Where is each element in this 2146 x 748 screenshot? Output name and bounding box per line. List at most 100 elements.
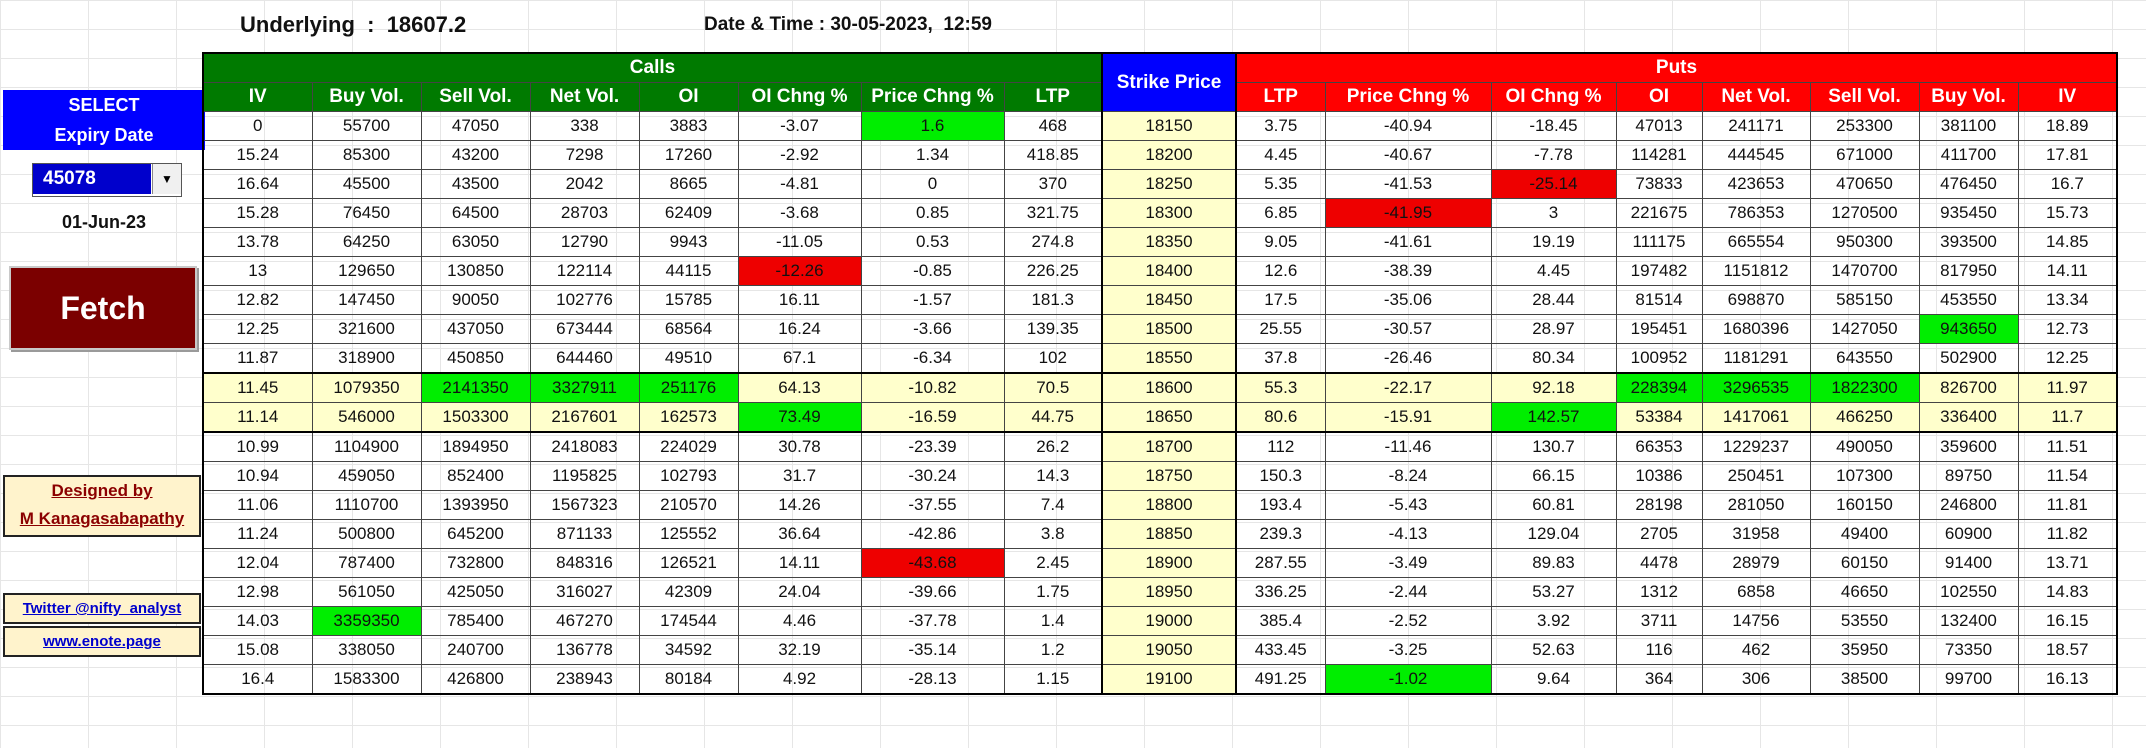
call-cell: 2141350 (420, 372, 531, 403)
put-cell: -11.46 (1324, 431, 1492, 462)
strike-price-cell: 18700 (1101, 431, 1237, 462)
strike-price-cell: 19000 (1101, 606, 1237, 636)
put-cell: 287.55 (1235, 548, 1326, 578)
twitter-link[interactable]: Twitter @nifty_analyst (22, 600, 182, 617)
put-cell: 28198 (1615, 490, 1703, 520)
put-cell: 13.34 (2017, 285, 2118, 315)
call-cell: -39.66 (860, 577, 1005, 607)
put-cell: 433.45 (1235, 635, 1326, 665)
strike-price-cell: 18750 (1101, 461, 1237, 491)
call-cell: -3.07 (737, 111, 862, 141)
call-cell: 26.2 (1003, 431, 1103, 462)
call-cell: 426800 (420, 664, 531, 695)
strike-price-cell: 19100 (1101, 664, 1237, 695)
put-cell: 3 (1490, 198, 1617, 228)
put-cell: 130.7 (1490, 431, 1617, 462)
put-column-header: LTP (1235, 82, 1326, 112)
put-cell: 52.63 (1490, 635, 1617, 665)
put-cell: 453550 (1918, 285, 2019, 315)
put-cell: -1.02 (1324, 664, 1492, 695)
put-cell: 381100 (1918, 111, 2019, 141)
put-cell: 221675 (1615, 198, 1703, 228)
call-cell: 16.11 (737, 285, 862, 315)
put-column-header: Net Vol. (1701, 82, 1811, 112)
put-cell: 1270500 (1809, 198, 1920, 228)
put-cell: -41.61 (1324, 227, 1492, 257)
call-cell: 34592 (638, 635, 739, 665)
call-cell: -6.34 (860, 343, 1005, 374)
expiry-dropdown[interactable]: 45078 ▼ (32, 163, 182, 197)
put-cell: 18.57 (2017, 635, 2118, 665)
call-cell: 64250 (311, 227, 422, 257)
call-cell: 2042 (529, 169, 640, 199)
put-cell: 14756 (1701, 606, 1811, 636)
put-cell: 462 (1701, 635, 1811, 665)
strike-price-cell: 18350 (1101, 227, 1237, 257)
call-cell: 1104900 (311, 431, 422, 462)
put-cell: 17.81 (2017, 140, 2118, 170)
call-cell: 14.26 (737, 490, 862, 520)
put-cell: 14.11 (2017, 256, 2118, 286)
strike-price-cell: 18900 (1101, 548, 1237, 578)
put-cell: 490050 (1809, 431, 1920, 462)
call-cell: 14.3 (1003, 461, 1103, 491)
put-column-header: Sell Vol. (1809, 82, 1920, 112)
table-row: 12.82 147450 90050 102776 15785 16.11 -1.57 181… (202, 285, 2118, 315)
call-cell: 1567323 (529, 490, 640, 520)
call-cell: 125552 (638, 519, 739, 549)
call-column-header: Buy Vol. (311, 82, 422, 112)
calls-header: Calls (202, 52, 1103, 83)
put-cell: 1680396 (1701, 314, 1811, 344)
website-link[interactable]: www.enote.page (43, 633, 161, 650)
call-cell: 11.24 (202, 519, 313, 549)
call-cell: 36.64 (737, 519, 862, 549)
put-column-header: OI (1615, 82, 1703, 112)
call-cell: 16.24 (737, 314, 862, 344)
strike-price-cell: 18150 (1101, 111, 1237, 141)
call-cell: 14.03 (202, 606, 313, 636)
expiry-value[interactable]: 45078 (33, 164, 151, 194)
call-cell: 8665 (638, 169, 739, 199)
put-cell: 476450 (1918, 169, 2019, 199)
put-cell: 60900 (1918, 519, 2019, 549)
call-cell: 1894950 (420, 431, 531, 462)
table-row: 12.25 321600 437050 673444 68564 16.24 -3.66 13… (202, 314, 2118, 344)
call-cell: 31.7 (737, 461, 862, 491)
put-cell: 671000 (1809, 140, 1920, 170)
put-cell: 112 (1235, 431, 1326, 462)
put-cell: -2.52 (1324, 606, 1492, 636)
call-cell: 12.82 (202, 285, 313, 315)
strike-price-cell: 18200 (1101, 140, 1237, 170)
put-cell: 698870 (1701, 285, 1811, 315)
put-cell: 6.85 (1235, 198, 1326, 228)
call-cell: 126521 (638, 548, 739, 578)
call-cell: 14.11 (737, 548, 862, 578)
table-row: 10.94 459050 852400 1195825 102793 31.7 -30.24… (202, 461, 2118, 491)
put-cell: 3.92 (1490, 606, 1617, 636)
put-column-header: Buy Vol. (1918, 82, 2019, 112)
fetch-button[interactable]: Fetch (9, 266, 197, 350)
chevron-down-icon[interactable]: ▼ (152, 164, 181, 194)
call-cell: -30.24 (860, 461, 1005, 491)
call-cell: 73.49 (737, 402, 862, 433)
put-cell: 5.35 (1235, 169, 1326, 199)
put-cell: 935450 (1918, 198, 2019, 228)
call-cell: 70.5 (1003, 372, 1103, 403)
put-cell: 11.97 (2017, 372, 2118, 403)
call-cell: 561050 (311, 577, 422, 607)
twitter-box: Twitter @nifty_analyst (3, 593, 201, 624)
strike-price-cell: 18950 (1101, 577, 1237, 607)
call-cell: 80184 (638, 664, 739, 695)
put-cell: 16.7 (2017, 169, 2118, 199)
put-cell: 1427050 (1809, 314, 1920, 344)
put-cell: 66353 (1615, 431, 1703, 462)
put-cell: 364 (1615, 664, 1703, 695)
put-cell: 116 (1615, 635, 1703, 665)
put-cell: 336400 (1918, 402, 2019, 433)
put-cell: 9.64 (1490, 664, 1617, 695)
put-cell: 9.05 (1235, 227, 1326, 257)
call-cell: 848316 (529, 548, 640, 578)
put-cell: 11.51 (2017, 431, 2118, 462)
put-cell: 3.75 (1235, 111, 1326, 141)
call-cell: 0 (860, 169, 1005, 199)
